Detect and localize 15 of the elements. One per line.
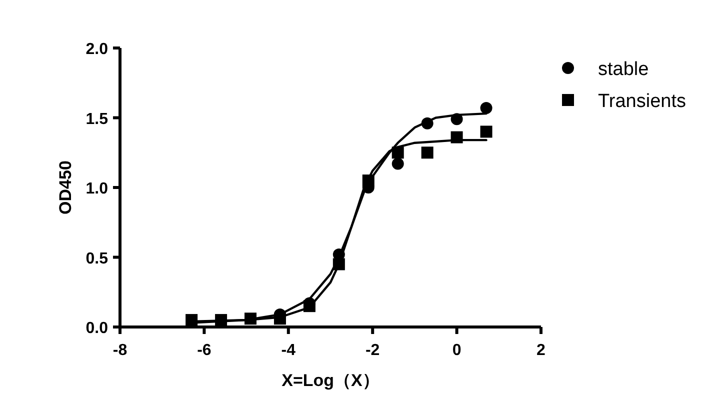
y-tick-label: 2.0	[86, 41, 108, 58]
x-axis-title: X=Log（X）	[282, 371, 380, 390]
y-tick-label: 0.5	[86, 250, 108, 268]
x-tick-label: 2	[536, 342, 546, 359]
y-tick-label: 1.5	[86, 110, 108, 128]
x-tick-label: -8	[112, 342, 128, 359]
y-tick-label: 1.0	[86, 180, 108, 198]
y-axis-title: OD450	[56, 160, 75, 214]
x-tick-label: 0	[452, 342, 462, 359]
legend-label: Transients	[598, 91, 686, 112]
x-tick-label: -6	[197, 342, 212, 359]
legend-label: stable	[598, 59, 649, 80]
x-tick-label: -2	[365, 342, 380, 359]
x-tick-label: -4	[281, 342, 296, 359]
y-tick-label: 0.0	[86, 320, 108, 337]
